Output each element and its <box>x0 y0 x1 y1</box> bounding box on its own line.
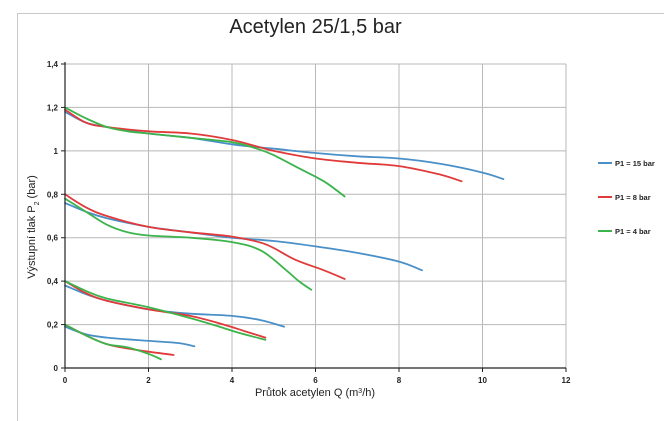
series-line-2-1 <box>64 108 463 183</box>
x-tick-label: 4 <box>230 376 235 385</box>
y-tick-label: 0,4 <box>47 277 59 286</box>
y-tick-label: 0,6 <box>47 234 59 243</box>
series-line-2-3 <box>64 280 267 339</box>
axes <box>61 62 567 372</box>
y-tick-label: 1 <box>54 147 59 156</box>
series-line-1-4 <box>64 325 196 348</box>
y-tick-label: 0 <box>54 364 59 373</box>
legend: P1 = 15 bar P1 = 8 bar P1 = 4 bar <box>598 159 655 236</box>
legend-label: P1 = 15 bar <box>615 159 655 168</box>
legend-label: P1 = 8 bar <box>615 193 651 202</box>
y-tick-label: 0,8 <box>47 190 59 199</box>
series-line-1-3 <box>64 284 286 328</box>
tick-labels: 0 2 4 6 8 10 12 0 0,2 0,4 0,6 0,8 1 1,2 1,4 <box>47 60 571 385</box>
x-tick-label: 8 <box>397 376 402 385</box>
series-line-3-4 <box>64 323 162 361</box>
y-axis-label: Výstupní tlak P2 (bar) <box>26 175 41 279</box>
series-line-3-2 <box>64 197 313 291</box>
x-tick-label: 2 <box>146 376 151 385</box>
chart-frame <box>17 13 664 421</box>
x-tick-label: 6 <box>313 376 318 385</box>
series-line-3-1 <box>64 106 346 198</box>
y-tick-label: 1,4 <box>47 60 59 69</box>
series-curves <box>64 106 505 361</box>
series-line-1-2 <box>64 202 423 272</box>
x-tick-label: 0 <box>63 376 68 385</box>
series-line-2-4 <box>64 323 175 356</box>
chart-title: Acetylen 25/1,5 bar <box>229 16 402 38</box>
grid-lines <box>65 63 567 368</box>
x-tick-label: 10 <box>478 376 487 385</box>
x-tick-label: 12 <box>562 376 571 385</box>
y-tick-label: 0,2 <box>47 321 59 330</box>
series-line-1-1 <box>64 110 505 180</box>
legend-label: P1 = 4 bar <box>615 227 651 236</box>
series-line-3-3 <box>64 280 267 341</box>
x-axis-label: Průtok acetylen Q (m3/h) <box>255 387 375 399</box>
y-tick-label: 1,2 <box>47 103 59 112</box>
series-line-2-2 <box>64 193 346 280</box>
